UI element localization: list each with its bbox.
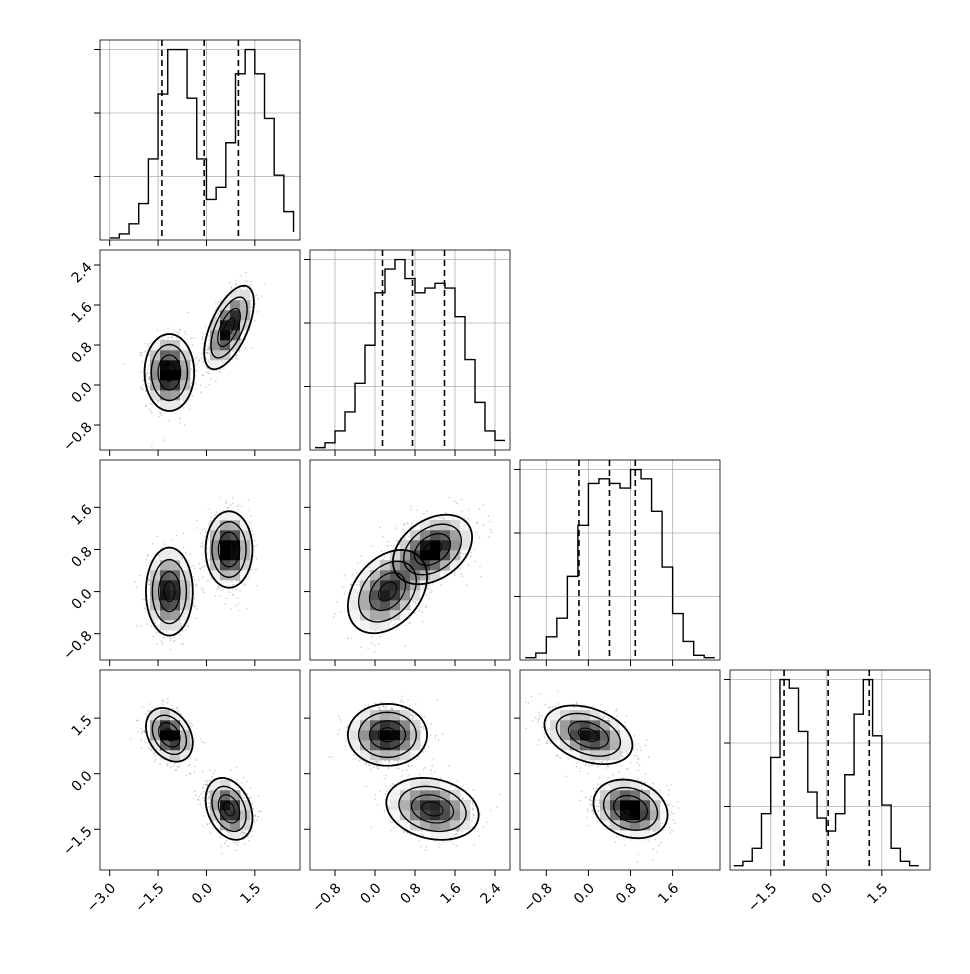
panel-frame <box>730 670 930 870</box>
panel-frame <box>100 250 300 450</box>
x-tick-label: −0.8 <box>309 880 344 915</box>
y-tick-label: 1.5 <box>69 712 96 739</box>
x-tick-label: 0.8 <box>398 880 425 907</box>
x-tick-label: 1.5 <box>864 880 891 907</box>
y-tick-label: 0.0 <box>69 379 96 406</box>
histogram-step-line <box>525 470 714 658</box>
y-tick-label: 0.0 <box>69 586 96 613</box>
y-tick-label: 0.8 <box>69 339 96 366</box>
scatter-points <box>525 690 679 863</box>
y-tick-label: 0.0 <box>69 768 96 795</box>
joint-panel-0-2 <box>100 460 300 660</box>
joint-panel-content <box>134 497 257 651</box>
y-tick-label: 1.6 <box>69 299 96 326</box>
x-tick-label: 1.6 <box>655 880 682 907</box>
panel-frame <box>310 250 510 450</box>
x-tick-label: 0.0 <box>358 880 385 907</box>
joint-panel-2-3 <box>520 670 720 870</box>
y-tick-label: −0.8 <box>60 419 95 454</box>
histogram-step-line <box>110 50 294 238</box>
y-tick-label: 0.8 <box>69 544 96 571</box>
joint-panel-1-3 <box>310 670 510 870</box>
histogram-panel-3 <box>724 670 930 870</box>
y-tick-label: 1.6 <box>69 502 96 529</box>
joint-panel-1-2 <box>310 460 510 660</box>
x-tick-label: 0.8 <box>613 880 640 907</box>
x-tick-label: −1.5 <box>745 880 780 915</box>
y-tick-label: −1.5 <box>60 824 95 859</box>
x-tick-label: 0.0 <box>571 880 598 907</box>
y-tick-label: 2.4 <box>69 259 96 286</box>
panel-frame <box>100 460 300 660</box>
x-tick-label: 0.0 <box>809 880 836 907</box>
panel-frame <box>100 670 300 870</box>
density-cells <box>350 520 470 630</box>
panel-frame <box>310 670 510 870</box>
x-tick-label: 0.0 <box>189 880 216 907</box>
x-tick-label: −3.0 <box>84 880 119 915</box>
histogram-panel-2 <box>514 460 720 660</box>
x-tick-label: −0.8 <box>521 880 556 915</box>
x-tick-label: −1.5 <box>132 880 167 915</box>
joint-panel-content <box>130 698 261 855</box>
joint-panel-content <box>123 272 266 447</box>
joint-panel-0-3 <box>100 670 300 870</box>
joint-panel-content <box>525 690 679 863</box>
panel-frame <box>100 40 300 240</box>
scatter-points <box>130 698 261 855</box>
y-tick-label: −0.8 <box>60 628 95 663</box>
joint-panel-content <box>329 696 502 851</box>
density-cells <box>350 710 470 840</box>
histogram-step-line <box>315 260 505 448</box>
density-cells <box>150 510 250 630</box>
x-tick-label: 1.6 <box>438 880 465 907</box>
x-tick-label: 2.4 <box>478 880 505 907</box>
joint-panel-content <box>333 497 493 653</box>
histogram-panel-1 <box>304 250 510 450</box>
panel-frame <box>520 460 720 660</box>
joint-panel-0-1 <box>100 250 300 450</box>
histogram-panel-0 <box>94 40 300 240</box>
x-tick-label: 1.5 <box>237 880 264 907</box>
